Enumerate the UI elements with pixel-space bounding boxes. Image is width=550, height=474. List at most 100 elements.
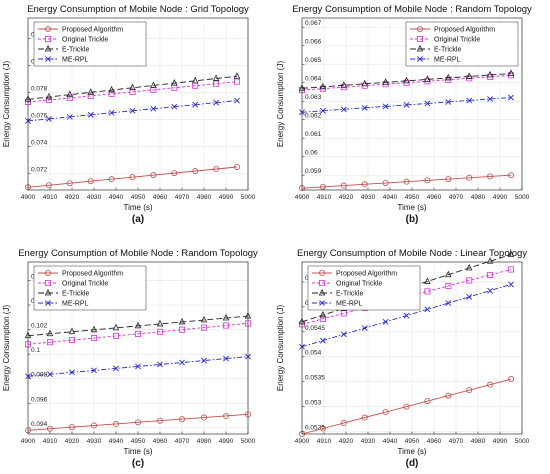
- y-tick-label: 0.1: [31, 347, 40, 354]
- data-point: [45, 36, 52, 43]
- legend-entry: Original Trickle: [62, 37, 108, 44]
- data-point: [340, 331, 347, 338]
- data-point: [91, 335, 98, 342]
- data-point: [69, 337, 76, 344]
- x-tick-label: 5000: [241, 194, 256, 201]
- data-point: [45, 115, 52, 122]
- y-tick-label: 0.065: [305, 57, 322, 64]
- x-tick-label: 4940: [383, 194, 398, 201]
- y-tick-label: 0.094: [31, 421, 48, 428]
- panel-tag: (c): [132, 458, 144, 469]
- data-point: [66, 180, 73, 187]
- data-point: [113, 365, 119, 372]
- chart-title: Energy Consumption of Mobile Node : Rand…: [18, 248, 258, 259]
- data-point: [361, 104, 368, 111]
- data-point: [424, 277, 431, 284]
- data-point: [66, 113, 73, 120]
- x-tick-label: 4950: [405, 194, 420, 201]
- data-point: [466, 277, 473, 284]
- x-tick-label: 4940: [383, 438, 398, 445]
- legend-entry: Proposed Algorithm: [62, 271, 123, 278]
- data-point: [319, 425, 326, 432]
- panel-tag: (d): [406, 458, 419, 469]
- x-tick-label: 4950: [405, 438, 420, 445]
- data-point: [361, 79, 368, 87]
- y-axis-label: Energy Consumption (J): [2, 305, 11, 392]
- data-point: [108, 90, 115, 97]
- x-tick-label: 4920: [65, 194, 80, 201]
- data-point: [156, 319, 164, 327]
- data-point: [416, 25, 423, 32]
- x-tick-label: 4980: [197, 438, 212, 445]
- data-point: [465, 72, 473, 79]
- chart-panel: Energy Consumption of Mobile Node : Line…: [276, 248, 530, 469]
- axes-frame: [27, 17, 249, 191]
- data-point: [87, 178, 94, 185]
- data-point: [445, 176, 452, 183]
- data-point: [129, 107, 136, 114]
- data-point: [361, 181, 368, 188]
- x-tick-label: 4940: [109, 438, 124, 445]
- series-original-trickle-line: [27, 322, 249, 345]
- data-point: [507, 266, 514, 273]
- y-axis-label: Energy Consumption (J): [276, 305, 285, 392]
- data-point: [508, 94, 514, 101]
- legend-entry: ME-RPL: [434, 57, 461, 64]
- y-tick-label: 0.0525: [305, 425, 325, 432]
- data-point: [171, 79, 178, 86]
- data-point: [424, 177, 431, 184]
- y-tick-label: 0.064: [305, 76, 322, 83]
- data-point: [69, 369, 75, 376]
- data-point: [179, 359, 185, 366]
- data-point: [487, 96, 494, 102]
- x-tick-label: 4970: [175, 438, 190, 445]
- data-point: [445, 270, 452, 278]
- x-axis-label: Time (s): [397, 447, 426, 456]
- data-point: [45, 279, 52, 286]
- y-tick-label: 0.053: [305, 400, 322, 407]
- y-tick-label: 0.0545: [305, 325, 325, 332]
- data-point: [66, 94, 73, 101]
- chart-panel: Energy Consumption of Mobile Node : Rand…: [2, 248, 258, 469]
- data-point: [45, 182, 52, 189]
- x-tick-label: 4990: [493, 194, 508, 201]
- chart-title: Energy Consumption of Mobile Node : Grid…: [27, 4, 249, 15]
- data-point: [487, 173, 494, 180]
- data-point: [318, 269, 325, 276]
- legend-entry: E-Trickle: [62, 291, 89, 298]
- data-point: [212, 74, 220, 81]
- data-point: [108, 85, 115, 93]
- data-point: [319, 183, 326, 190]
- data-point: [129, 88, 136, 95]
- data-point: [108, 176, 115, 183]
- data-point: [487, 287, 494, 294]
- data-point: [382, 318, 389, 325]
- series-e-trickle-line: [27, 315, 249, 337]
- y-tick-label: 0.066: [305, 39, 322, 46]
- x-axis-label: Time (s): [123, 203, 152, 212]
- chart-panel: Energy Consumption of Mobile Node : Rand…: [276, 4, 532, 225]
- x-tick-label: 4970: [449, 194, 464, 201]
- data-point: [424, 288, 431, 295]
- data-point: [44, 288, 52, 296]
- data-point: [445, 300, 452, 307]
- y-tick-label: 0.063: [305, 94, 322, 101]
- data-point: [403, 178, 410, 185]
- x-tick-label: 4900: [21, 194, 36, 201]
- data-point: [319, 82, 327, 90]
- legend-entry: Proposed Algorithm: [336, 271, 397, 278]
- data-point: [150, 105, 157, 112]
- data-point: [507, 250, 515, 257]
- data-point: [424, 100, 431, 107]
- legend-entry: ME-RPL: [336, 301, 363, 308]
- data-point: [466, 293, 473, 300]
- x-tick-label: 4920: [65, 438, 80, 445]
- x-axis-label: Time (s): [397, 203, 426, 212]
- data-point: [68, 327, 76, 335]
- data-point: [178, 317, 186, 325]
- data-point: [382, 409, 389, 416]
- x-tick-label: 4900: [295, 194, 310, 201]
- data-point: [508, 281, 514, 288]
- x-tick-label: 4990: [219, 194, 234, 201]
